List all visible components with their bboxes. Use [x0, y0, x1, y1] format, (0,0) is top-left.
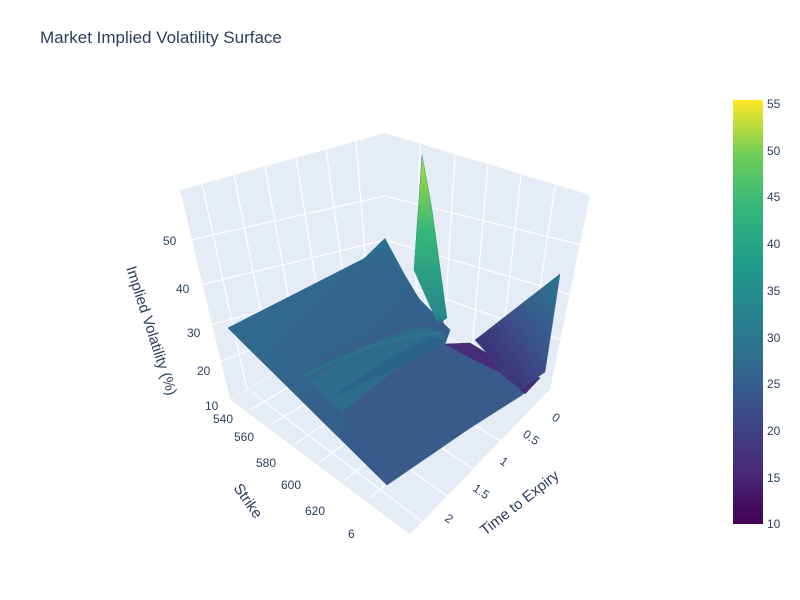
- y-tick-label: 1.5: [470, 481, 492, 502]
- z-tick-label: 10: [205, 399, 219, 413]
- x-tick-label: 580: [256, 456, 276, 470]
- y-axis-title: Time to Expiry: [477, 467, 563, 539]
- z-axis-ticks: 10 20 30 40 50: [163, 234, 219, 413]
- x-axis-title: Strike: [230, 481, 266, 522]
- volatility-surface: [227, 154, 561, 486]
- colorbar-tick-label: 15: [767, 471, 781, 485]
- colorbar-tick-label: 55: [767, 97, 781, 111]
- colorbar-tick-label: 50: [767, 144, 781, 158]
- x-tick-label: 6: [348, 527, 355, 541]
- y-tick-label: 0.5: [520, 427, 542, 448]
- colorbar-tick-label: 35: [767, 284, 781, 298]
- x-axis-ticks: 540 560 580 600 620 6: [213, 412, 355, 541]
- x-tick-label: 600: [281, 478, 301, 492]
- y-tick-label: 2: [442, 511, 456, 526]
- z-tick-label: 50: [163, 234, 177, 248]
- x-tick-label: 560: [234, 430, 254, 444]
- z-tick-label: 30: [187, 326, 201, 340]
- colorbar-tick-label: 30: [767, 331, 781, 345]
- z-tick-label: 20: [197, 364, 211, 378]
- colorbar-tick-label: 10: [767, 517, 781, 531]
- y-tick-label: 0: [549, 410, 563, 425]
- colorbar-ticks: 10 15 20 25 30 35 40 45 50 55: [767, 97, 781, 531]
- y-tick-label: 1: [497, 454, 511, 469]
- surface-ridge-stripe-2: [301, 330, 445, 379]
- surface-ridge-stripe-1: [315, 320, 445, 365]
- z-axis-title: Implied Volatility (%): [122, 264, 180, 398]
- surface-band-2: [330, 337, 447, 398]
- colorbar: [733, 100, 763, 524]
- colorbar-tick-label: 20: [767, 424, 781, 438]
- chart-title: Market Implied Volatility Surface: [40, 28, 282, 47]
- z-tick-label: 40: [176, 282, 190, 296]
- surface-right-wing: [474, 273, 561, 391]
- colorbar-tick-label: 40: [767, 237, 781, 251]
- x-tick-label: 620: [305, 504, 325, 518]
- colorbar-tick-label: 45: [767, 190, 781, 204]
- colorbar-tick-label: 25: [767, 377, 781, 391]
- x-tick-label: 540: [213, 412, 233, 426]
- surface-spike: [413, 154, 448, 325]
